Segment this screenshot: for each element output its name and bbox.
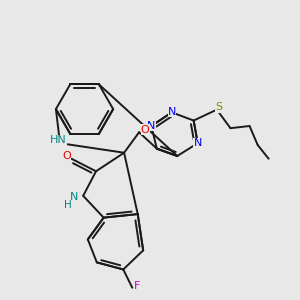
Text: N: N	[194, 138, 202, 148]
Text: N: N	[69, 192, 78, 202]
Text: F: F	[134, 281, 140, 291]
Text: S: S	[215, 103, 223, 112]
Text: H: H	[64, 200, 72, 210]
Text: O: O	[62, 151, 71, 161]
Text: N: N	[147, 121, 156, 131]
Text: O: O	[141, 124, 149, 134]
Text: N: N	[168, 107, 176, 117]
Text: HN: HN	[50, 136, 67, 146]
